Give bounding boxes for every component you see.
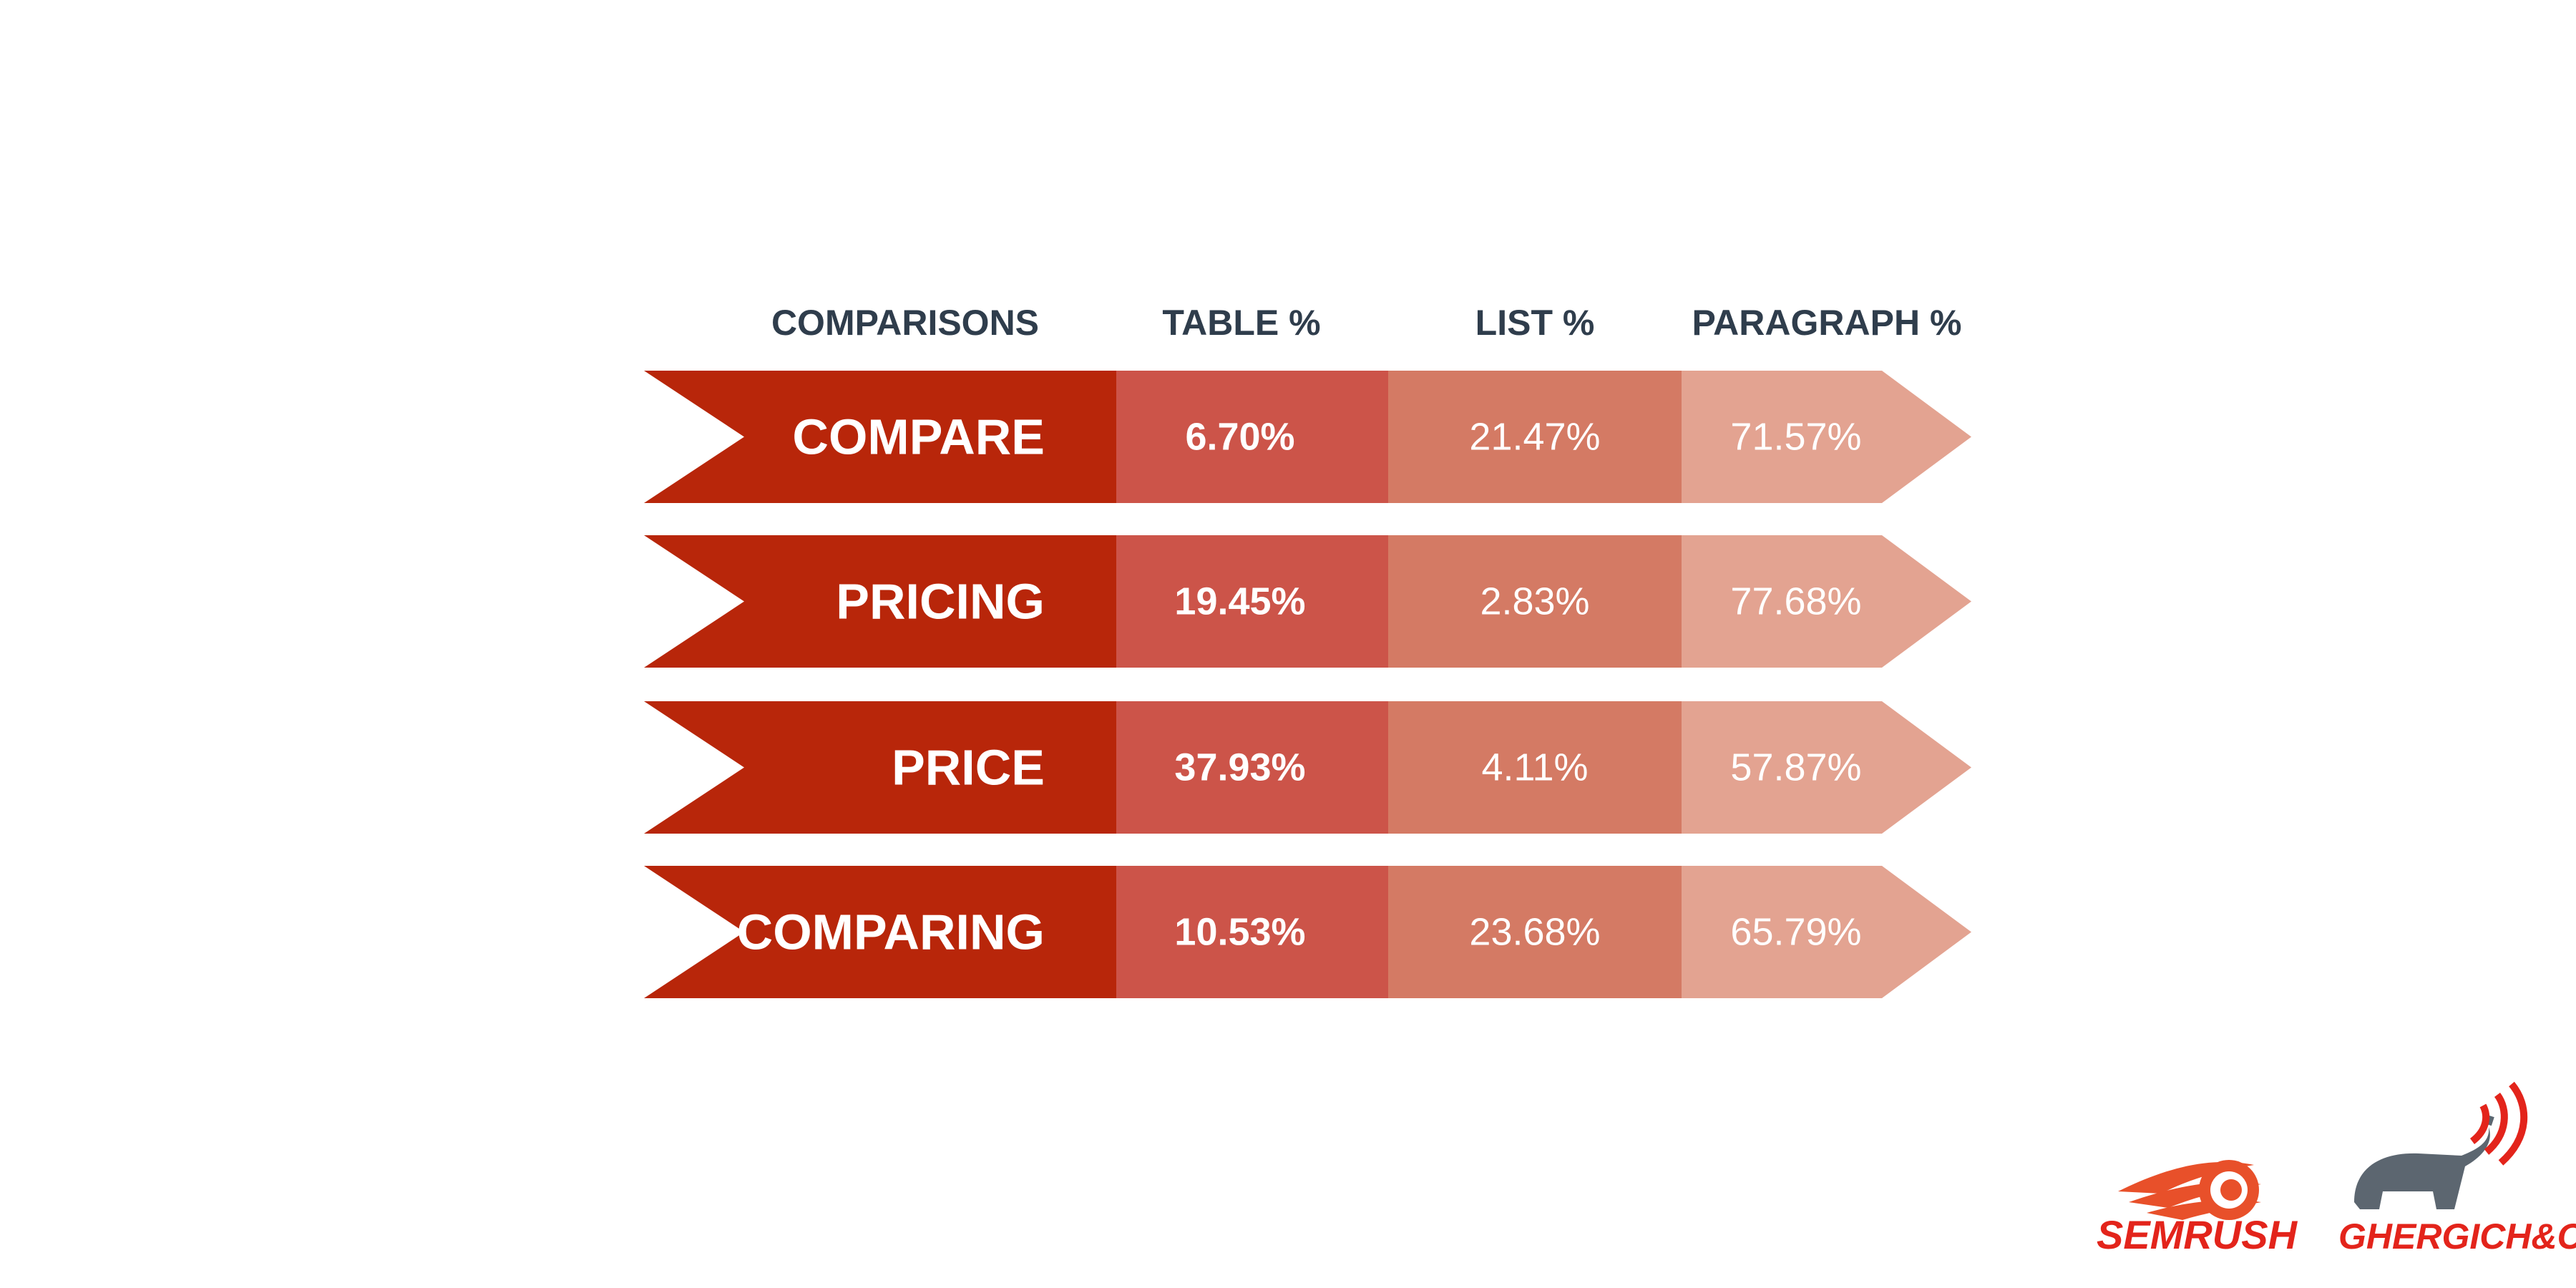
paragraph-percent-cell	[1682, 866, 1971, 998]
row-value-paragraph: 71.57%	[1730, 416, 1861, 459]
table-row: PRICING 19.45% 2.83% 77.68%	[644, 535, 1971, 668]
semrush-logo: SEMRUSH	[2097, 1160, 2298, 1257]
row-value-paragraph: 77.68%	[1730, 580, 1861, 623]
semrush-logo-text: SEMRUSH	[2097, 1212, 2298, 1257]
row-value-list: 4.11%	[1481, 746, 1588, 789]
row-label: PRICE	[892, 740, 1045, 796]
ghergich-logo-text: GHERGICH&Co.	[2338, 1216, 2576, 1257]
table-percent-cell	[1116, 866, 1388, 998]
column-header-2: TABLE %	[1162, 303, 1320, 343]
column-header-3: LIST %	[1475, 303, 1595, 343]
row-value-table: 6.70%	[1185, 416, 1294, 459]
ghergich-logo: GHERGICH&Co.	[2338, 1081, 2576, 1257]
row-value-table: 19.45%	[1174, 580, 1305, 623]
row-value-list: 2.83%	[1480, 580, 1589, 623]
table-row: COMPARE 6.70% 21.47% 71.57%	[644, 371, 1971, 503]
row-label: PRICING	[836, 574, 1045, 630]
row-label-band	[644, 701, 1116, 834]
table-percent-cell	[1116, 535, 1388, 668]
paragraph-percent-cell	[1682, 535, 1971, 668]
row-value-paragraph: 65.79%	[1730, 911, 1861, 954]
elephant-signal-icon	[2354, 1081, 2528, 1209]
row-label-band	[644, 371, 1116, 503]
row-label-band	[644, 866, 1116, 998]
row-label-band	[644, 535, 1116, 668]
row-label: COMPARE	[792, 409, 1045, 465]
table-percent-cell	[1116, 371, 1388, 503]
table-row: PRICE 37.93% 4.11% 57.87%	[644, 701, 1971, 834]
paragraph-percent-cell	[1682, 701, 1971, 834]
row-value-table: 37.93%	[1174, 746, 1305, 789]
list-percent-cell	[1388, 371, 1682, 503]
column-header-1: COMPARISONS	[771, 303, 1039, 343]
row-value-list: 23.68%	[1469, 911, 1600, 954]
row-label: COMPARING	[737, 904, 1045, 960]
row-value-table: 10.53%	[1174, 911, 1305, 954]
table-row: COMPARING 10.53% 23.68% 65.79%	[644, 866, 1971, 998]
list-percent-cell	[1388, 866, 1682, 998]
table-percent-cell	[1116, 701, 1388, 834]
paragraph-percent-cell	[1682, 371, 1971, 503]
row-value-list: 21.47%	[1469, 416, 1600, 459]
semrush-comet-icon	[2118, 1160, 2261, 1220]
column-header-4: PARAGRAPH %	[1692, 303, 1962, 343]
row-value-paragraph: 57.87%	[1730, 746, 1861, 789]
list-percent-cell	[1388, 535, 1682, 668]
list-percent-cell	[1388, 701, 1682, 834]
